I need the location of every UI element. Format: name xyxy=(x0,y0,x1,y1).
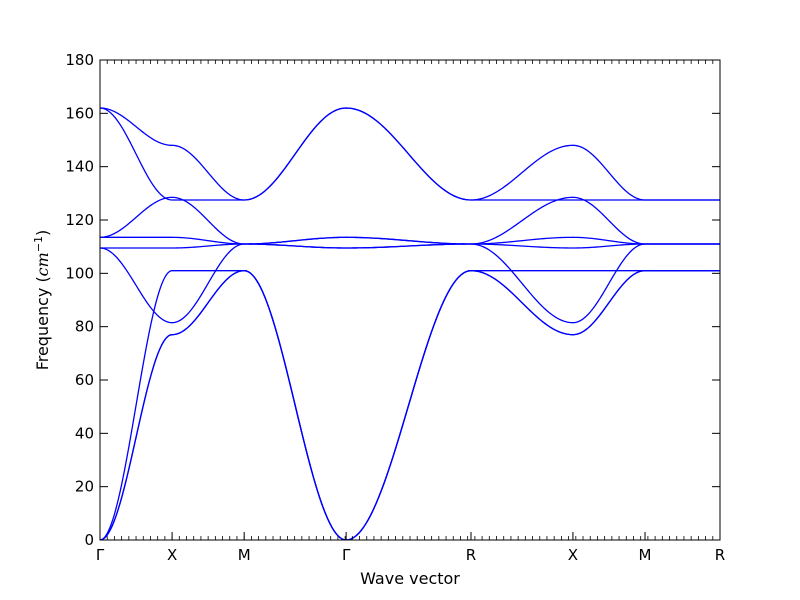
x-axis-label: Wave vector xyxy=(360,569,460,588)
x-tick-label: R xyxy=(715,546,725,564)
y-tick-label: 40 xyxy=(75,424,94,442)
y-tick-label: 100 xyxy=(65,264,94,282)
x-tick-label: Γ xyxy=(96,546,105,564)
band-lines xyxy=(100,107,720,540)
y-tick-label: 120 xyxy=(65,211,94,229)
y-tick-label: 180 xyxy=(65,51,94,69)
x-tick-label: X xyxy=(568,546,578,564)
y-tick-label: 160 xyxy=(65,104,94,122)
x-tick-label: R xyxy=(466,546,476,564)
band-line-3 xyxy=(100,270,720,540)
y-tick-label: 80 xyxy=(75,318,94,336)
plot-frame xyxy=(99,59,721,541)
y-axis-label: Frequency (cm−1) xyxy=(32,230,52,371)
y-axis-unit-exponent: −1 xyxy=(32,236,45,252)
x-tick-label: X xyxy=(167,546,177,564)
x-tick-label: Γ xyxy=(342,546,351,564)
y-tick-label: 140 xyxy=(65,158,94,176)
y-tick-label: 60 xyxy=(75,371,94,389)
x-tick-label: M xyxy=(238,546,251,564)
y-tick-label: 20 xyxy=(75,478,94,496)
y-ticks: 0 20 40 60 80 100 120 140 160 180 xyxy=(65,51,720,549)
y-axis-label-text: Frequency xyxy=(33,288,52,371)
y-axis-unit: cm xyxy=(33,252,52,276)
y-tick-label: 0 xyxy=(84,531,94,549)
x-tick-label: M xyxy=(639,546,652,564)
band-line-5 xyxy=(100,243,720,249)
band-line-9 xyxy=(100,107,720,201)
